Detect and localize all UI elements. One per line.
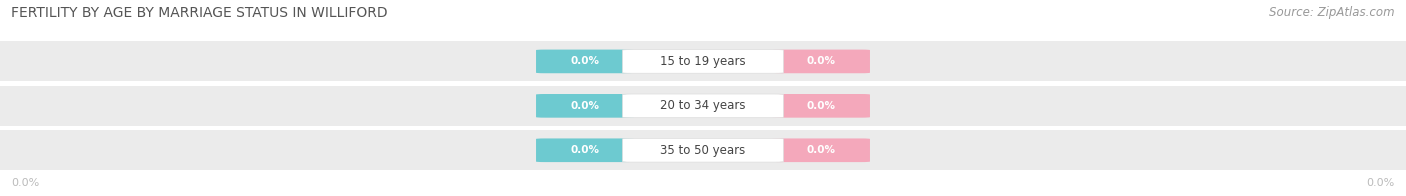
Bar — [0, 86, 1406, 126]
Text: 0.0%: 0.0% — [807, 101, 835, 111]
Text: 0.0%: 0.0% — [571, 101, 599, 111]
Text: 0.0%: 0.0% — [807, 56, 835, 66]
FancyBboxPatch shape — [536, 94, 634, 118]
Bar — [0, 41, 1406, 81]
FancyBboxPatch shape — [772, 50, 870, 73]
FancyBboxPatch shape — [536, 138, 634, 162]
Text: 0.0%: 0.0% — [571, 145, 599, 155]
Text: 0.0%: 0.0% — [1367, 178, 1395, 188]
FancyBboxPatch shape — [772, 94, 870, 118]
Text: Source: ZipAtlas.com: Source: ZipAtlas.com — [1270, 6, 1395, 19]
Text: 35 to 50 years: 35 to 50 years — [661, 144, 745, 157]
Text: FERTILITY BY AGE BY MARRIAGE STATUS IN WILLIFORD: FERTILITY BY AGE BY MARRIAGE STATUS IN W… — [11, 6, 388, 20]
FancyBboxPatch shape — [623, 50, 783, 73]
Bar — [0, 130, 1406, 170]
Text: 15 to 19 years: 15 to 19 years — [661, 55, 745, 68]
Text: 20 to 34 years: 20 to 34 years — [661, 99, 745, 112]
Text: 0.0%: 0.0% — [807, 145, 835, 155]
FancyBboxPatch shape — [623, 138, 783, 162]
Text: 0.0%: 0.0% — [571, 56, 599, 66]
FancyBboxPatch shape — [623, 94, 783, 118]
Text: 0.0%: 0.0% — [11, 178, 39, 188]
FancyBboxPatch shape — [772, 138, 870, 162]
FancyBboxPatch shape — [536, 50, 634, 73]
